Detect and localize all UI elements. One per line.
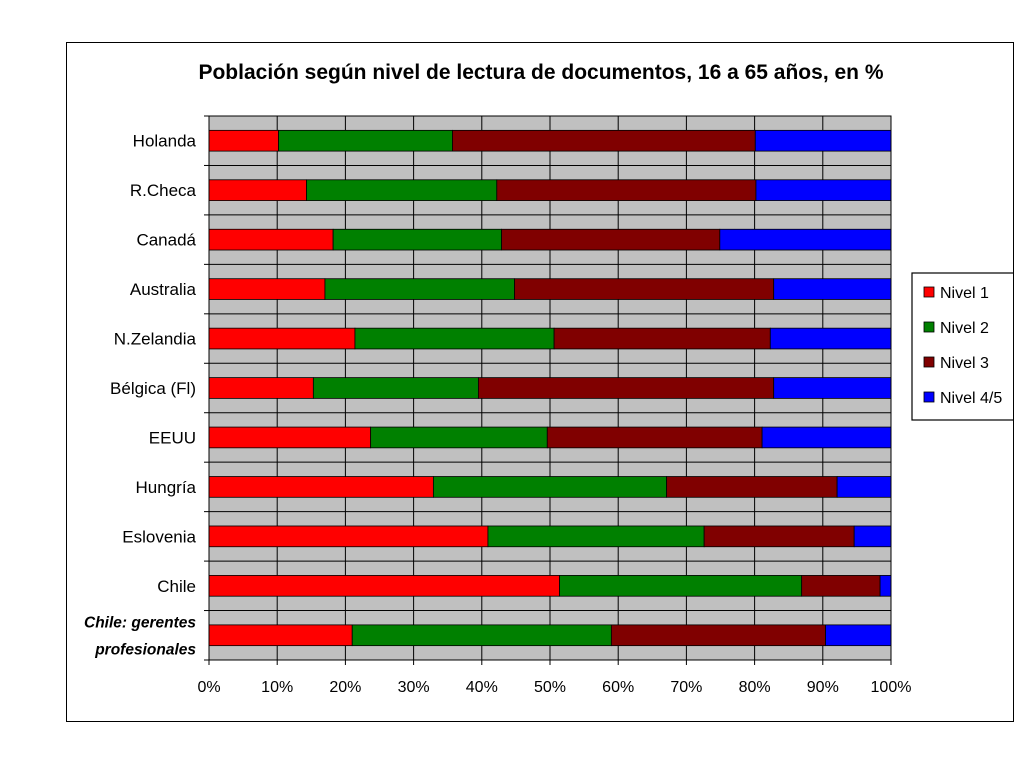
bar-segment <box>496 179 757 201</box>
category-label-line: profesionales <box>94 641 196 658</box>
category-label: Chile <box>157 577 196 596</box>
x-tick-label: 0% <box>197 679 220 696</box>
category-label: Bélgica (Fl) <box>110 379 196 398</box>
bar-segment <box>351 624 612 647</box>
bar-segment <box>208 377 314 399</box>
bar-segment <box>501 228 721 251</box>
x-tick-label: 10% <box>261 679 293 696</box>
bar-segment <box>487 525 705 548</box>
x-tick-label: 50% <box>534 679 566 696</box>
bar-segment <box>666 476 838 498</box>
plot-area: Holanda R.Checa Canadá Australia N.Zelandia B… <box>84 115 912 696</box>
bar-segment <box>354 327 555 350</box>
bar-segment <box>559 575 803 597</box>
bar-segment <box>208 327 356 350</box>
bar-segment <box>879 575 892 597</box>
bar-segment <box>769 327 892 350</box>
legend-swatch <box>923 356 935 368</box>
x-tick-label: 20% <box>329 679 361 696</box>
legend-label: Nivel 1 <box>940 285 989 302</box>
bar-segment <box>208 575 560 597</box>
x-tick-label: 30% <box>398 679 430 696</box>
legend-label: Nivel 3 <box>940 355 989 372</box>
bar-segment <box>754 129 892 152</box>
bar-segment <box>208 129 279 152</box>
bar-segment <box>761 426 892 449</box>
bar-segment <box>703 525 855 548</box>
bar-segment <box>370 426 548 449</box>
bar-segment <box>610 624 826 647</box>
legend-swatch <box>923 391 935 403</box>
x-tick-label: 80% <box>739 679 771 696</box>
bar-segment <box>773 377 892 399</box>
x-tick-label: 90% <box>807 679 839 696</box>
category-label: Canadá <box>136 231 196 250</box>
category-label: EEUU <box>149 428 196 447</box>
bar-segment <box>208 278 326 300</box>
x-tick-label: 40% <box>466 679 498 696</box>
chart-svg: Población según nivel de lectura de docu… <box>84 61 1013 696</box>
bar-segment <box>801 575 881 597</box>
bar-segment <box>836 476 892 498</box>
bar-segment <box>278 129 453 152</box>
legend-label: Nivel 4/5 <box>940 390 1002 407</box>
category-label-line: Chile: gerentes <box>84 614 196 631</box>
x-tick-label: 100% <box>871 679 912 696</box>
bar-segment <box>773 278 892 300</box>
bar-segment <box>853 525 892 548</box>
bar-segment <box>514 278 775 300</box>
chart-title: Población según nivel de lectura de docu… <box>198 61 883 84</box>
category-label: Australia <box>130 280 197 299</box>
bar-segment <box>208 179 307 201</box>
bar-segment <box>208 426 372 449</box>
legend-label: Nivel 2 <box>940 320 989 337</box>
bar-segment <box>755 179 892 201</box>
bar-segment <box>332 228 502 251</box>
category-label: Holanda <box>133 132 197 151</box>
bar-segment <box>324 278 515 300</box>
bar-segment <box>432 476 668 498</box>
bar-segment <box>208 228 334 251</box>
bar-segment <box>719 228 892 251</box>
bar-segment <box>477 377 775 399</box>
category-label: Chile: gerentes profesionales <box>84 614 196 658</box>
x-tick-label: 70% <box>670 679 702 696</box>
bar-segment <box>312 377 479 399</box>
legend: Nivel 1 Nivel 2 Nivel 3 Nivel 4/5 <box>911 272 1013 421</box>
bar-segment <box>306 179 498 201</box>
bar-segment <box>208 476 434 498</box>
chart-frame: Población según nivel de lectura de docu… <box>66 42 1014 722</box>
legend-swatch <box>923 286 935 298</box>
x-tick-label: 60% <box>602 679 634 696</box>
category-label: N.Zelandia <box>114 330 197 349</box>
bar-segment <box>452 129 756 152</box>
category-label: R.Checa <box>130 181 197 200</box>
bar-segment <box>208 525 489 548</box>
category-label: Hungría <box>136 478 197 497</box>
bar-segment <box>546 426 763 449</box>
legend-swatch <box>923 321 935 333</box>
bar-segment <box>208 624 353 647</box>
bar-segment <box>825 624 892 647</box>
category-label: Eslovenia <box>122 527 196 546</box>
bar-segment <box>553 327 771 350</box>
